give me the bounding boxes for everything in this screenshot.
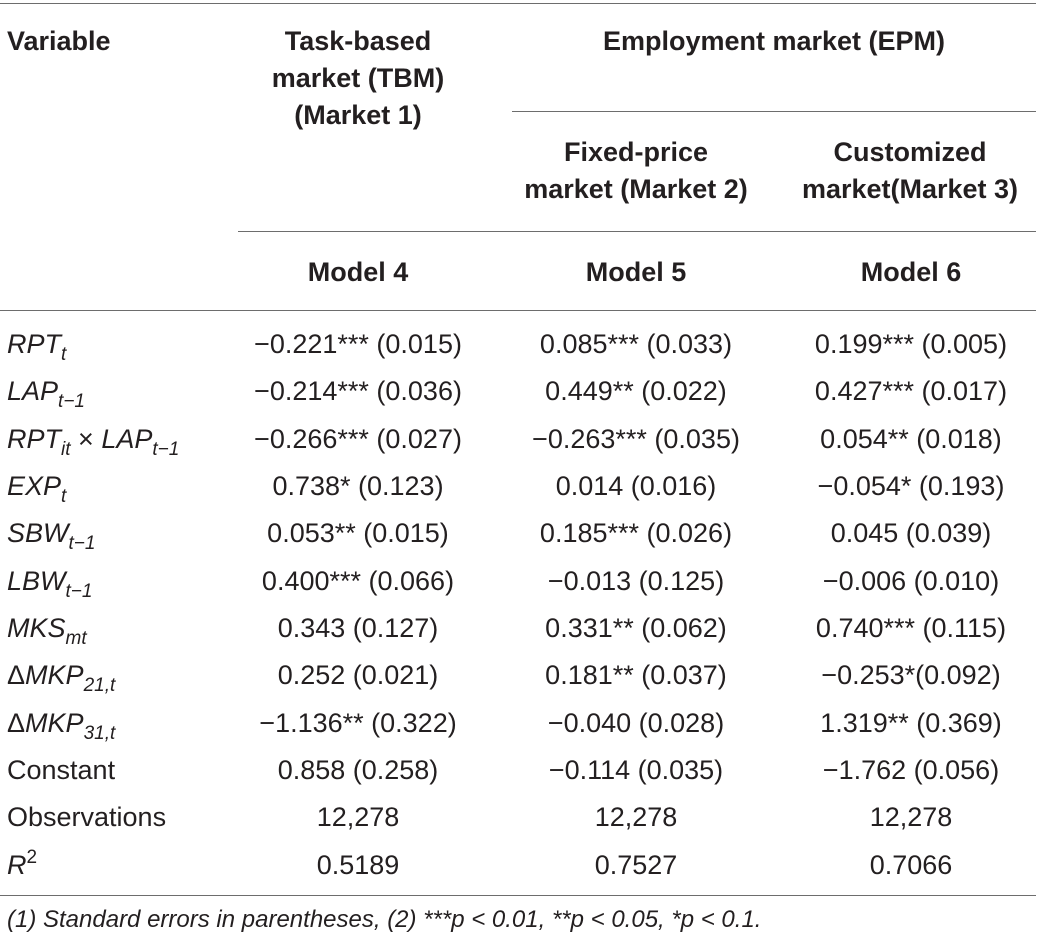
row-label-lap: LAPt−1 xyxy=(7,376,85,412)
header-model-6: Model 6 xyxy=(860,257,962,287)
cell-m4: 0.252 (0.021) xyxy=(277,660,439,690)
cell-m5: −0.040 (0.028) xyxy=(547,708,725,738)
cell-m6: −0.253*(0.092) xyxy=(821,660,1001,690)
header-bottom-rule xyxy=(0,310,1036,311)
header-model-4: Model 4 xyxy=(307,257,409,287)
cell-m4: 0.858 (0.258) xyxy=(277,755,439,785)
cell-m4: 0.738* (0.123) xyxy=(272,471,444,501)
cell-m5: 12,278 xyxy=(594,802,678,832)
cell-m5: 0.449** (0.022) xyxy=(545,376,727,406)
top-rule xyxy=(0,3,1036,4)
row-label-observations: Observations xyxy=(7,802,167,832)
row-label-sbw: SBWt−1 xyxy=(7,518,96,554)
row-label-lbw: LBWt−1 xyxy=(7,566,93,602)
row-label-rpt-x-lap: RPTit × LAPt−1 xyxy=(7,424,180,460)
header-custom-line1: Customized xyxy=(833,137,987,167)
cell-m4: 0.400*** (0.066) xyxy=(261,566,455,596)
header-variable: Variable xyxy=(7,26,111,56)
cell-m6: −0.054* (0.193) xyxy=(817,471,1005,501)
cell-m4: −0.214*** (0.036) xyxy=(254,376,462,406)
cell-m6: −1.762 (0.056) xyxy=(822,755,1000,785)
cell-m4: −0.221*** (0.015) xyxy=(254,329,462,359)
body-bottom-rule xyxy=(0,895,1036,896)
table-footnote: (1) Standard errors in parentheses, (2) … xyxy=(7,906,762,933)
cell-m4: 0.343 (0.127) xyxy=(277,613,439,643)
row-label-mks: MKSmt xyxy=(7,613,87,649)
cell-m6: 1.319** (0.369) xyxy=(820,708,1002,738)
cell-m5: 0.185*** (0.026) xyxy=(539,518,733,548)
header-fixed-line1: Fixed-price xyxy=(563,137,709,167)
header-fixed-price: Fixed-price market (Market 2) xyxy=(506,134,766,208)
epm-rule xyxy=(512,111,1036,112)
cell-m6: 0.7066 xyxy=(869,850,953,880)
cell-m5: −0.263*** (0.035) xyxy=(532,424,740,454)
header-tbm: Task-based market (TBM) (Market 1) xyxy=(238,23,478,134)
cell-m5: 0.181** (0.037) xyxy=(545,660,727,690)
cell-m6: 12,278 xyxy=(869,802,953,832)
model-rule xyxy=(238,231,1036,232)
header-customized: Customized market(Market 3) xyxy=(780,134,1040,208)
row-label-delta-mkp-21: ΔMKP21,t xyxy=(7,660,116,696)
cell-m6: 0.054** (0.018) xyxy=(820,424,1002,454)
row-label-constant: Constant xyxy=(7,755,116,785)
header-custom-line2: market(Market 3) xyxy=(801,174,1019,204)
header-epm: Employment market (EPM) xyxy=(602,26,946,56)
cell-m4: 0.5189 xyxy=(316,850,400,880)
header-model-5: Model 5 xyxy=(585,257,687,287)
cell-m5: −0.013 (0.125) xyxy=(547,566,725,596)
row-label-delta-mkp-31: ΔMKP31,t xyxy=(7,708,116,744)
cell-m6: 0.740*** (0.115) xyxy=(815,613,1007,643)
cell-m4: −1.136** (0.322) xyxy=(259,708,457,738)
cell-m5: 0.085*** (0.033) xyxy=(539,329,733,359)
cell-m5: 0.331** (0.062) xyxy=(545,613,727,643)
header-tbm-line1: Task-based xyxy=(284,26,432,56)
row-label-exp: EXPt xyxy=(7,471,67,507)
cell-m6: −0.006 (0.010) xyxy=(822,566,1000,596)
row-label-r-squared: R2 xyxy=(7,847,38,880)
cell-m6: 0.199*** (0.005) xyxy=(814,329,1008,359)
row-label-rpt: RPTt xyxy=(7,329,67,365)
cell-m5: 0.7527 xyxy=(594,850,678,880)
cell-m6: 0.427*** (0.017) xyxy=(814,376,1008,406)
header-tbm-line3: (Market 1) xyxy=(294,100,422,130)
cell-m4: 12,278 xyxy=(316,802,400,832)
cell-m4: 0.053** (0.015) xyxy=(267,518,449,548)
header-fixed-line2: market (Market 2) xyxy=(524,174,748,204)
cell-m5: −0.114 (0.035) xyxy=(548,755,724,785)
header-tbm-line2: market (TBM) xyxy=(271,63,445,93)
cell-m5: 0.014 (0.016) xyxy=(555,471,717,501)
cell-m4: −0.266*** (0.027) xyxy=(254,424,462,454)
cell-m6: 0.045 (0.039) xyxy=(830,518,992,548)
